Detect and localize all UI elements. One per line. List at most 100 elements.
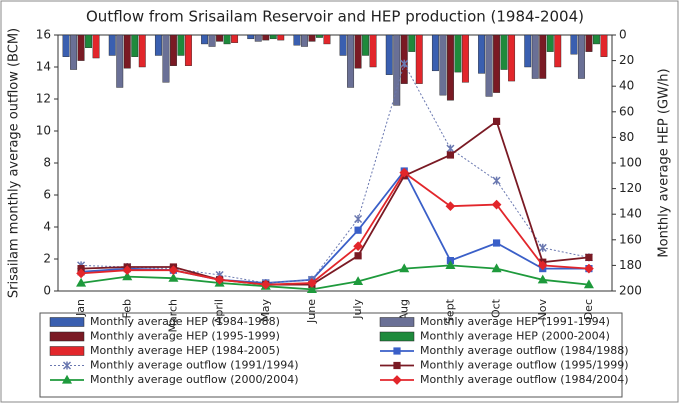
marker	[445, 260, 456, 269]
y2-tick-label: 200	[619, 284, 642, 298]
legend-label: Monthly average HEP (1984-1988)	[90, 315, 280, 328]
legend-swatch	[379, 331, 415, 342]
marker	[399, 167, 410, 178]
legend-marker	[393, 347, 401, 355]
legend-label: Monthly average HEP (1991-1994)	[420, 315, 610, 328]
legend-label: Monthly average HEP (1995-1999)	[90, 330, 280, 343]
bar	[385, 34, 393, 75]
legend-marker	[393, 361, 401, 370]
legend-label: Monthly average outflow (1984/2004)	[420, 373, 629, 386]
legend-label: Monthly average outflow (1991/1994)	[90, 359, 299, 372]
legend-swatch	[379, 317, 415, 327]
bar	[208, 34, 216, 47]
marker	[537, 260, 548, 271]
bar	[531, 34, 539, 79]
bar	[293, 34, 301, 46]
bar	[369, 34, 377, 68]
x-tick-label: Jan	[74, 299, 87, 317]
marker	[61, 374, 73, 384]
x-tick-label: July	[351, 299, 364, 320]
x-tick-label: March	[166, 299, 179, 333]
y-tick-label: 6	[43, 188, 51, 202]
marker	[446, 144, 455, 153]
bar	[223, 34, 231, 45]
bar	[308, 34, 316, 42]
marker	[492, 176, 501, 185]
marker	[62, 361, 72, 370]
legend-marker	[392, 375, 402, 385]
bar	[323, 34, 331, 45]
marker	[584, 263, 594, 274]
marker	[76, 277, 87, 287]
bar	[493, 34, 501, 93]
bar	[539, 34, 547, 79]
bar	[116, 34, 124, 88]
line	[81, 119, 590, 286]
bar	[400, 34, 408, 84]
legend-swatch	[49, 317, 85, 327]
legend-label: Monthly average HEP (1984-2005)	[90, 344, 280, 357]
bar	[362, 34, 370, 56]
bar	[554, 34, 562, 68]
bar	[216, 34, 224, 42]
bar	[347, 34, 355, 88]
bar	[108, 34, 116, 56]
x-tick-label: Dec	[582, 299, 595, 320]
marker	[399, 263, 410, 273]
bar	[254, 34, 262, 42]
bar	[408, 34, 416, 52]
bar	[485, 34, 493, 97]
y-tick-label: 8	[43, 156, 51, 170]
x-tick-label: May	[259, 299, 272, 322]
y2-tick-label: 120	[619, 181, 642, 195]
y2-tick-label: 140	[619, 207, 642, 221]
marker	[214, 274, 225, 285]
y2-tick-label: 20	[619, 53, 634, 67]
bar	[478, 34, 486, 74]
bar	[70, 34, 78, 70]
bar	[415, 34, 423, 84]
y2-tick-label: 160	[619, 232, 642, 246]
marker	[392, 375, 402, 385]
marker	[491, 199, 502, 210]
x-tick-label: Feb	[120, 299, 133, 318]
x-tick-label: June	[305, 299, 318, 324]
bar	[439, 34, 447, 96]
marker	[306, 284, 317, 293]
marker	[537, 274, 548, 284]
y-tick-label: 4	[43, 220, 51, 234]
bar	[177, 34, 185, 56]
y-tick-label: 2	[43, 252, 51, 266]
bar	[300, 34, 308, 47]
marker	[538, 243, 547, 252]
marker	[585, 253, 593, 261]
bar	[62, 34, 70, 57]
legend-marker	[62, 361, 72, 370]
y2-tick-label: 100	[619, 156, 642, 170]
y-tick-label: 14	[36, 60, 51, 74]
bar	[461, 34, 469, 83]
bar	[339, 34, 347, 56]
bar	[315, 34, 323, 38]
y-tick-label: 16	[36, 28, 51, 42]
y2-tick-label: 40	[619, 79, 634, 93]
marker	[354, 214, 363, 224]
bar	[154, 34, 162, 56]
legend-label: Monthly average outflow (1984/1988)	[420, 344, 629, 357]
legend-swatch	[49, 346, 85, 356]
bar	[231, 34, 239, 43]
bar	[162, 34, 170, 83]
marker	[393, 361, 401, 370]
line	[80, 264, 590, 291]
bar	[138, 34, 146, 68]
bar	[123, 34, 131, 69]
bar	[600, 34, 608, 57]
y2-tick-label: 80	[619, 130, 634, 144]
x-tick-label: Sept	[443, 298, 456, 324]
marker	[393, 347, 401, 355]
y-tick-label: 0	[43, 284, 51, 298]
bar	[77, 34, 85, 61]
bar	[393, 34, 401, 106]
marker	[354, 252, 362, 260]
